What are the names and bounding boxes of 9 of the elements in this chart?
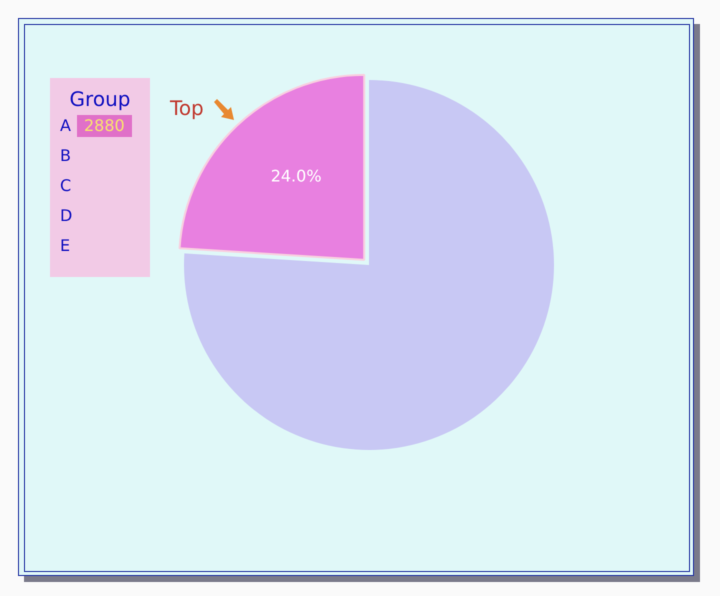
text: D	[59, 205, 74, 227]
text: 2880	[76, 115, 132, 137]
legend-title: Group	[68, 87, 132, 111]
data-label: 24.0%	[270, 166, 322, 186]
text: E	[59, 235, 72, 257]
text: Top	[170, 96, 204, 120]
text: C	[59, 175, 72, 197]
text: B	[59, 145, 72, 167]
slice-label: A	[60, 116, 71, 135]
